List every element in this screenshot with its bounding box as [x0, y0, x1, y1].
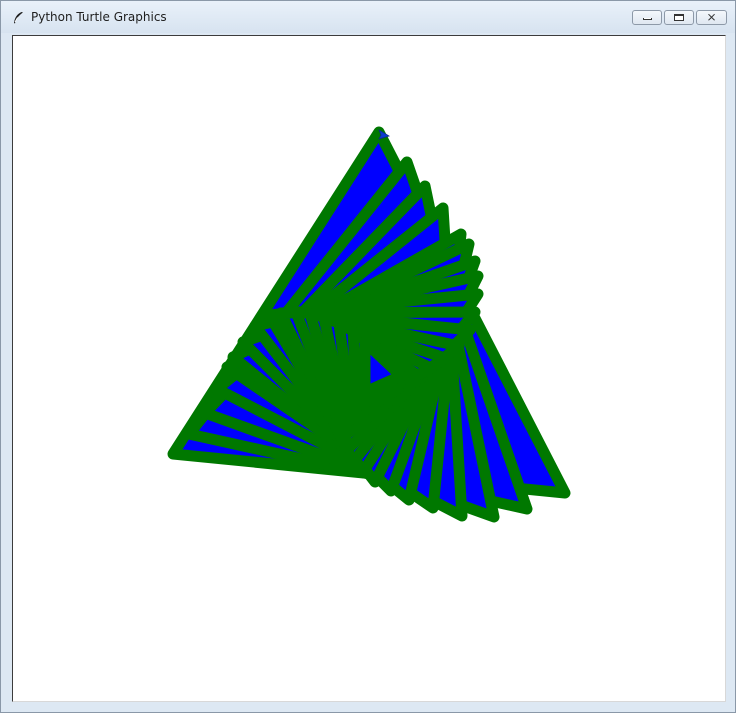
- feather-icon: [11, 10, 25, 24]
- window-title: Python Turtle Graphics: [31, 10, 167, 24]
- close-icon: ⨯: [706, 10, 717, 24]
- turtle-cursor-icon: [378, 129, 390, 140]
- close-button[interactable]: ⨯: [696, 10, 727, 25]
- turtle-canvas-frame: [12, 35, 726, 702]
- maximize-button[interactable]: [664, 10, 694, 25]
- maximize-icon: [674, 14, 684, 21]
- triangle-16: [359, 336, 407, 398]
- title-bar[interactable]: Python Turtle Graphics ⨯: [1, 1, 735, 33]
- spiral-triangles: [167, 126, 571, 523]
- caption-buttons: ⨯: [632, 10, 727, 25]
- minimize-button[interactable]: [632, 10, 662, 25]
- minimize-icon: [643, 18, 652, 20]
- turtle-canvas[interactable]: [13, 36, 725, 701]
